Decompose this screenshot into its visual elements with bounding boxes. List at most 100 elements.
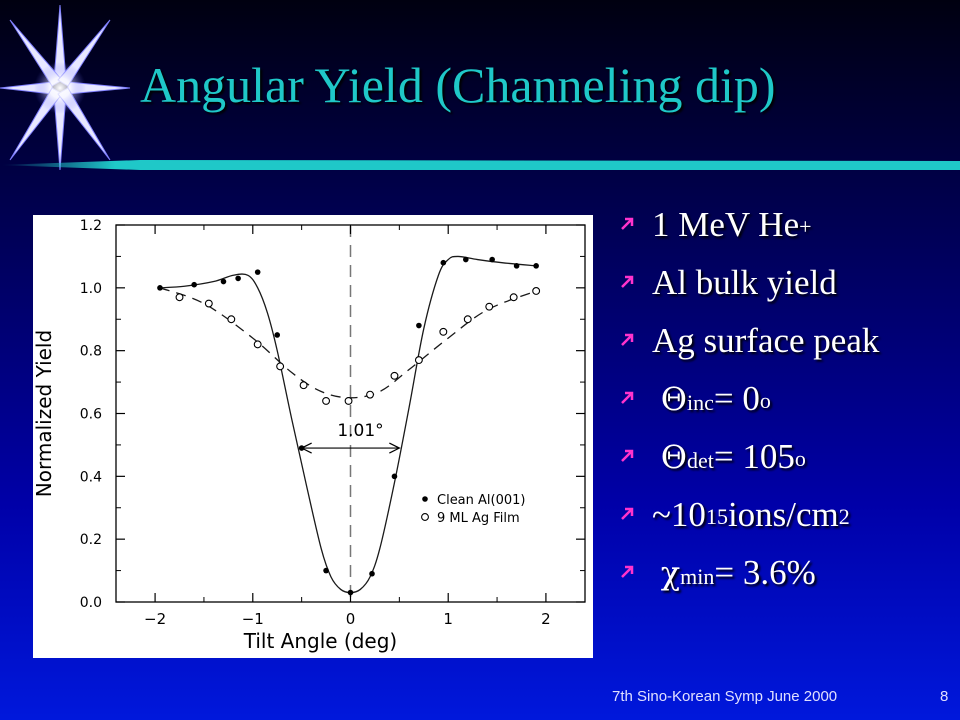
x-axis-ticks: −2 −1 0 1 2: [144, 225, 551, 628]
ag-film-fit-curve: [159, 287, 537, 399]
bullet-text: 1 MeV He: [652, 205, 800, 244]
fwhm-right-arrowhead: [389, 442, 401, 454]
ag-film-data-point: [463, 315, 472, 324]
bullet-sub: inc: [686, 390, 714, 415]
arrow-bullet-icon: [621, 275, 634, 288]
ag-film-data-point: [227, 315, 236, 324]
arrow-bullet-icon: [621, 565, 634, 578]
fwhm-label: 1.01°: [337, 421, 383, 441]
bullet-symbol: χ: [660, 554, 681, 592]
bullet-sub: det: [686, 448, 714, 473]
bullet-text: Ag surface peak: [652, 321, 880, 360]
y-tick-label: 1.0: [80, 281, 102, 297]
arrow-bullet-icon: [621, 217, 634, 230]
ag-film-data-point: [532, 287, 541, 295]
bullet-text: ions/cm: [727, 495, 839, 534]
footer-text: 7th Sino-Korean Symp June 2000: [612, 688, 838, 705]
x-tick-label: 1: [443, 610, 453, 628]
y-tick-label: 0.4: [80, 469, 102, 485]
clean-al-data-point: [191, 281, 197, 288]
bullet-text: Al bulk yield: [652, 263, 837, 302]
slide-title: Angular Yield (Channeling dip): [140, 57, 776, 113]
clean-al-data-point: [533, 263, 539, 269]
bullet-sup: o: [794, 446, 806, 471]
legend-label: Clean Al(001): [437, 493, 526, 508]
arrow-bullet-icon: [621, 507, 634, 520]
x-tick-label: −2: [144, 610, 166, 628]
title-underline-bar: [0, 160, 960, 170]
clean-al-data-point: [157, 285, 163, 291]
arrow-bullet-icon: [621, 449, 634, 462]
bullet-text: = 0: [713, 379, 760, 418]
bullet-item-surface-peak: Ag surface peak: [620, 321, 879, 379]
x-axis-label: Tilt Angle (deg): [243, 629, 398, 653]
bullet-sup: 15: [705, 504, 728, 529]
bullet-sup: o: [759, 388, 771, 413]
chart-svg: 0.0 0.2 0.4 0.6 0.8 1.0 1.2 −2 −1 0 1 2 1.01° Clea…: [33, 218, 586, 653]
ag-film-data-point: [509, 293, 518, 302]
bullet-item-bulk-yield: Al bulk yield: [620, 263, 879, 321]
ag-film-data-point: [299, 381, 308, 390]
clean-al-data-point: [220, 278, 227, 285]
fwhm-left-arrowhead: [300, 442, 312, 454]
y-tick-label: 0.8: [80, 344, 102, 360]
ag-film-data-point: [344, 396, 353, 405]
y-tick-label: 0.2: [80, 532, 102, 548]
clean-al-data-point: [513, 263, 520, 269]
x-tick-label: 0: [346, 610, 356, 628]
y-tick-label: 0.0: [80, 595, 102, 611]
legend-filled-marker: [422, 496, 428, 502]
channeling-dip-chart: 0.0 0.2 0.4 0.6 0.8 1.0 1.2 −2 −1 0 1 2 1.01° Clea…: [33, 215, 593, 658]
fwhm-annotation: 1.01°: [300, 421, 401, 454]
bullet-sup2: 2: [838, 504, 850, 529]
ag-film-data-point: [366, 390, 374, 399]
starburst-logo-icon: [0, 4, 131, 171]
y-axis-label: Normalized Yield: [33, 330, 56, 497]
clean-al-data-point: [235, 275, 241, 282]
clean-al-data-point: [416, 322, 422, 329]
bullet-symbol: Θ: [660, 438, 687, 476]
bullet-text: = 105: [713, 437, 795, 476]
bullet-item-fluence: ~10 15 ions/cm 2: [620, 495, 879, 553]
clean-al-data-point: [462, 256, 469, 263]
bullet-sup: +: [799, 214, 812, 239]
clean-al-data-point: [489, 256, 495, 263]
ag-film-data-point: [439, 327, 448, 336]
ag-film-data-point: [390, 371, 399, 380]
bullet-item-energy: 1 MeV He +: [620, 205, 879, 263]
page-number: 8: [940, 688, 949, 705]
bullet-item-chi-min: χ min = 3.6%: [620, 553, 879, 615]
bullet-text: = 3.6%: [714, 553, 816, 592]
clean-al-data-point: [391, 473, 398, 480]
bullet-sub: min: [680, 564, 715, 589]
plot-frame: [115, 224, 586, 603]
data-points: [157, 256, 541, 596]
clean-al-data-point: [254, 269, 261, 275]
arrow-bullet-icon: [621, 391, 634, 404]
x-tick-label: −1: [242, 610, 264, 628]
ag-film-data-point: [322, 396, 331, 405]
clean-al-data-point: [347, 589, 354, 596]
x-tick-label: 2: [541, 610, 551, 628]
y-tick-label: 0.6: [80, 407, 102, 423]
legend-label: 9 ML Ag Film: [437, 511, 520, 526]
clean-al-data-point: [323, 567, 329, 574]
legend-open-marker: [421, 513, 429, 521]
ag-film-data-point: [276, 362, 285, 371]
clean-al-fit-curve: [159, 255, 537, 594]
ag-film-data-point: [414, 356, 423, 365]
ag-film-data-point: [485, 302, 494, 311]
clean-al-data-point: [274, 332, 281, 338]
bullet-pre: ~10: [652, 495, 706, 534]
y-tick-label: 1.2: [80, 218, 102, 234]
y-axis-ticks: 0.0 0.2 0.4 0.6 0.8 1.0 1.2: [80, 218, 585, 611]
bullet-list: 1 MeV He + Al bulk yield Ag surface peak …: [620, 205, 879, 615]
clean-al-data-point: [369, 570, 375, 577]
arrow-bullet-icon: [621, 333, 634, 346]
bullet-symbol: Θ: [660, 380, 687, 418]
ag-film-data-point: [204, 299, 213, 308]
ag-film-data-point: [175, 293, 184, 302]
